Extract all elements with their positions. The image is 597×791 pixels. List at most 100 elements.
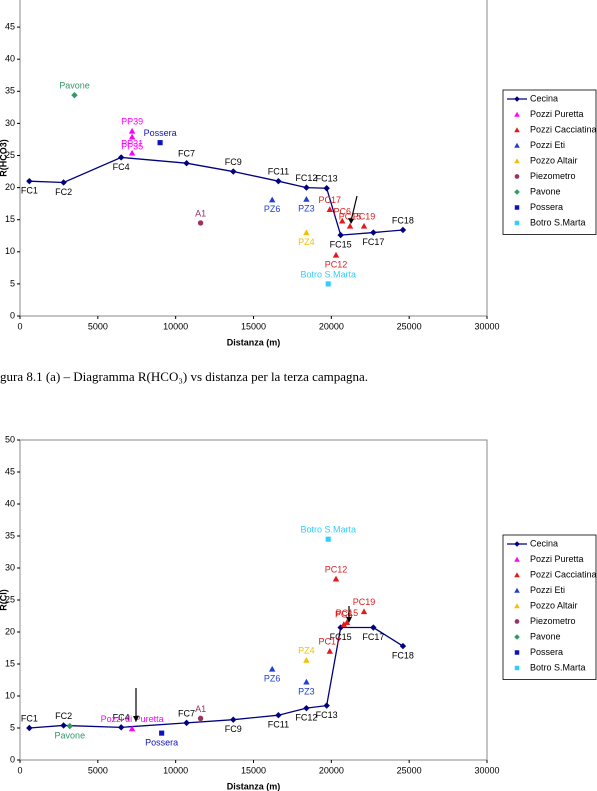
marker — [514, 142, 520, 148]
marker — [325, 281, 331, 287]
point-label: FC17 — [362, 237, 384, 247]
marker — [514, 665, 520, 671]
point-label: PZ4 — [298, 646, 315, 656]
marker — [343, 619, 351, 625]
point-label: PC17 — [319, 637, 342, 647]
point-label: FC2 — [55, 187, 72, 197]
point-label: FC18 — [392, 650, 414, 660]
point-label: PZ3 — [298, 204, 315, 214]
x-tick-label: 30000 — [474, 765, 499, 775]
marker — [514, 603, 520, 609]
point-label: FC18 — [392, 215, 414, 225]
point-label: PC15 — [336, 608, 359, 618]
point-label: PP31 — [121, 138, 143, 148]
marker — [275, 712, 282, 719]
marker — [183, 160, 190, 167]
point-label: PC19 — [353, 211, 376, 221]
marker — [399, 226, 407, 234]
point-label: PC19 — [353, 597, 376, 607]
point-label: A1 — [195, 704, 206, 714]
y-tick-label: 5 — [10, 722, 15, 732]
marker — [332, 575, 340, 582]
legend-label: Pozzi Eti — [530, 585, 565, 595]
marker — [514, 189, 520, 195]
point-label: FC2 — [55, 711, 72, 721]
marker — [26, 724, 33, 732]
marker — [514, 556, 520, 562]
arrow-head — [133, 716, 139, 722]
point-label: PP39 — [121, 116, 143, 126]
point-label: PC12 — [325, 564, 348, 574]
point-label: FC4 — [113, 713, 130, 723]
legend-label: Possera — [530, 202, 563, 212]
point-label: Botro S.Marta — [300, 525, 356, 535]
marker — [128, 149, 136, 156]
marker — [323, 185, 330, 192]
marker — [128, 133, 136, 140]
point-label: PZ4 — [298, 237, 315, 247]
point-label: FC13 — [316, 710, 338, 720]
point-label: Pavone — [55, 730, 86, 740]
y-tick-label: 40 — [5, 498, 15, 508]
marker — [370, 229, 377, 236]
marker — [514, 587, 520, 593]
y-tick-label: 25 — [5, 594, 15, 604]
legend-label: Pozzi Puretta — [530, 554, 584, 564]
y-tick-label: 0 — [10, 754, 15, 764]
marker — [197, 715, 204, 722]
legend-label: Pavone — [530, 186, 561, 196]
marker — [514, 650, 520, 655]
marker — [370, 624, 377, 631]
y-tick-label: 30 — [5, 562, 15, 572]
y-tick-label: 20 — [5, 626, 15, 636]
marker — [268, 196, 276, 203]
x-tick-label: 20000 — [319, 765, 344, 775]
point-label: Pavone — [59, 81, 90, 91]
point-label: Possera — [144, 128, 177, 138]
point-label: PZ3 — [298, 686, 315, 696]
marker — [326, 648, 333, 654]
marker — [514, 572, 520, 578]
marker — [514, 127, 520, 133]
marker — [128, 725, 136, 732]
legend-label: Cecina — [530, 93, 558, 103]
point-label: Possera — [145, 737, 178, 747]
point-label: FC9 — [225, 157, 242, 167]
marker — [337, 624, 344, 631]
marker — [340, 621, 347, 627]
marker — [117, 724, 125, 731]
y-tick-label: 20 — [5, 182, 15, 192]
y-tick-label: 25 — [5, 150, 15, 160]
y-tick-label: 35 — [5, 530, 15, 540]
point-label: FC1 — [21, 186, 38, 196]
marker — [26, 177, 33, 185]
x-tick-label: 15000 — [241, 321, 266, 331]
point-label: FC9 — [225, 724, 242, 734]
point-label: PZ6 — [264, 673, 281, 683]
point-label: PC15 — [339, 211, 362, 221]
marker — [339, 217, 346, 224]
plot-area — [19, 439, 488, 761]
point-label: PC6 — [335, 610, 353, 620]
x-tick-label: 5000 — [88, 765, 108, 775]
marker — [360, 608, 368, 615]
legend-label: Pavone — [530, 631, 561, 641]
marker — [60, 179, 67, 186]
y-tick-label: 30 — [5, 118, 15, 128]
marker — [514, 111, 520, 117]
marker — [514, 619, 520, 624]
x-tick-label: 0 — [17, 321, 22, 331]
y-tick-label: 50 — [5, 434, 15, 444]
marker — [275, 177, 282, 185]
marker — [303, 184, 310, 191]
legend-label: Cecina — [530, 538, 558, 548]
marker — [514, 174, 520, 179]
x-tick-label: 25000 — [397, 321, 422, 331]
marker — [303, 195, 310, 202]
marker — [71, 91, 78, 99]
legend-label: Pozzi Cacciatina — [530, 569, 597, 579]
arrow — [350, 195, 358, 222]
point-label: Pozzi di Puretta — [101, 714, 164, 724]
marker — [303, 656, 310, 663]
